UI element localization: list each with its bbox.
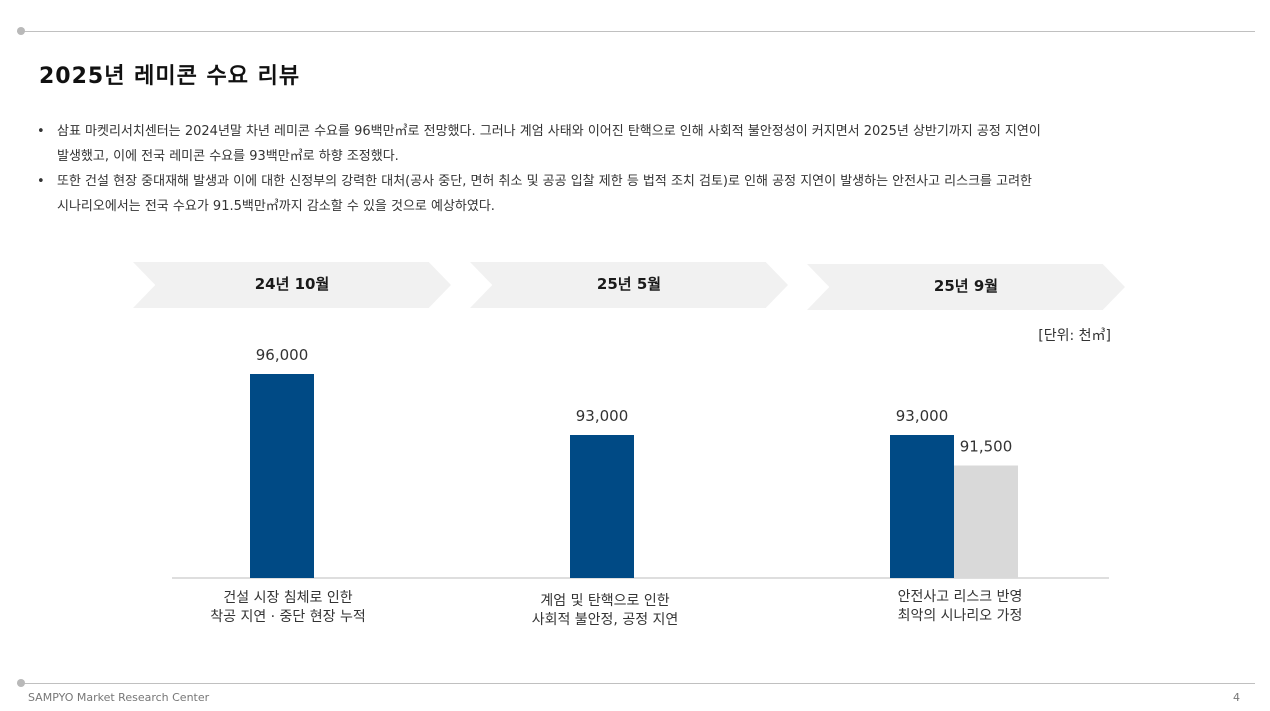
period-label-2: 25년 5월 [596, 275, 662, 293]
period-chevron-3: 25년 9월 [807, 264, 1125, 310]
category-3-line-2: 최악의 시나리오 가정 [897, 608, 1023, 624]
page-number: 4 [1233, 691, 1240, 704]
bullet-2-line-1: 또한 건설 현장 중대재해 발생과 이에 대한 신정부의 강력한 대처(공사 중… [57, 174, 1033, 189]
footer-text: SAMPYO Market Research Center [28, 691, 210, 704]
bottom-rule-dot [17, 679, 25, 687]
bar-1 [250, 374, 314, 578]
bar-4 [954, 465, 1018, 578]
category-label-2: 계엄 및 탄핵으로 인한 사회적 불안정, 공정 지연 [485, 592, 725, 630]
period-chevron-2: 25년 5월 [470, 262, 788, 308]
top-rule [17, 27, 1255, 35]
bullet-item-2: • 또한 건설 현장 중대재해 발생과 이에 대한 신정부의 강력한 대처(공사… [37, 169, 1237, 219]
bar-value-label-3: 93,000 [896, 407, 949, 425]
bar-value-label-1: 96,000 [256, 346, 309, 364]
bullet-mark: • [37, 124, 45, 139]
top-rule-dot [17, 27, 25, 35]
period-label-3: 25년 9월 [933, 277, 999, 295]
bullet-mark: • [37, 174, 45, 189]
bars-layer: 96,000 93,000 93,000 91,500 [250, 346, 1018, 578]
period-label-1: 24년 10월 [254, 275, 330, 293]
category-1-line-1: 건설 시장 침체로 인한 [223, 590, 353, 606]
bullet-2-line-2: 시나리오에서는 전국 수요가 91.5백만㎥까지 감소할 수 있을 것으로 예상… [57, 199, 495, 214]
period-chevron-1: 24년 10월 [133, 262, 451, 308]
bottom-rule [17, 679, 1255, 687]
bar-2 [570, 435, 634, 578]
bullet-list: • 삼표 마켓리서치센터는 2024년말 차년 레미콘 수요를 96백만㎥로 전… [37, 119, 1237, 219]
bullet-item-1: • 삼표 마켓리서치센터는 2024년말 차년 레미콘 수요를 96백만㎥로 전… [37, 119, 1237, 169]
bar-value-label-4: 91,500 [960, 438, 1013, 456]
category-3-line-1: 안전사고 리스크 반영 [897, 589, 1023, 605]
category-label-3: 안전사고 리스크 반영 최악의 시나리오 가정 [840, 588, 1080, 626]
bullet-1-line-2: 발생했고, 이에 전국 레미콘 수요를 93백만㎥로 하향 조정했다. [57, 149, 399, 164]
chart-unit-label: [단위: 천㎥] [1038, 328, 1111, 344]
category-2-line-1: 계엄 및 탄핵으로 인한 [540, 593, 670, 609]
category-1-line-2: 착공 지연 · 중단 현장 누적 [210, 609, 366, 625]
bar-value-label-2: 93,000 [576, 407, 629, 425]
page-title: 2025년 레미콘 수요 리뷰 [39, 64, 301, 89]
bar-3 [890, 435, 954, 578]
category-2-line-2: 사회적 불안정, 공정 지연 [531, 612, 679, 628]
bullet-1-line-1: 삼표 마켓리서치센터는 2024년말 차년 레미콘 수요를 96백만㎥로 전망했… [57, 124, 1041, 139]
category-label-1: 건설 시장 침체로 인한 착공 지연 · 중단 현장 누적 [168, 589, 408, 627]
